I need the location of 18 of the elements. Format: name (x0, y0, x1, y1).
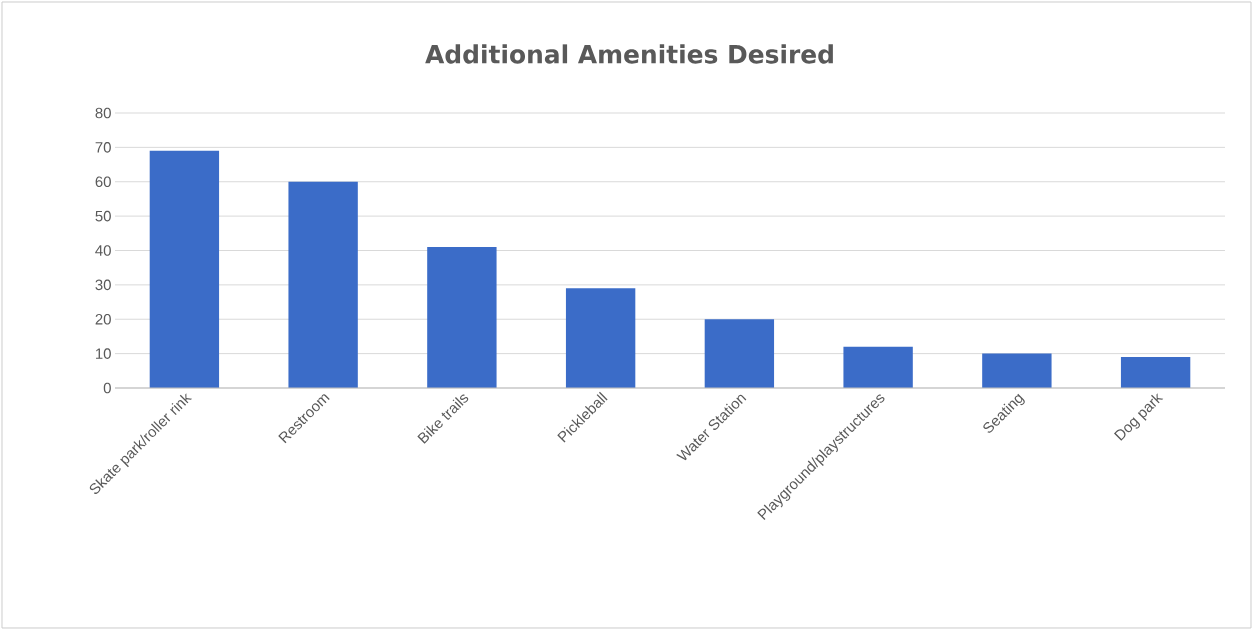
y-tick-label: 40 (95, 245, 111, 256)
y-tick-label: 60 (95, 176, 111, 188)
bar (982, 353, 1052, 388)
y-tick-label: 30 (95, 279, 111, 291)
y-tick-label: 10 (96, 348, 111, 359)
chart-title: Additional Amenities Desired (425, 44, 833, 64)
y-tick-label: 70 (95, 142, 111, 153)
bar (427, 247, 497, 388)
bar (288, 181, 358, 388)
bar (843, 346, 913, 388)
y-tick-label: 80 (95, 107, 111, 119)
bar (565, 288, 636, 388)
y-tick-label: 50 (95, 210, 111, 222)
y-tick-label: 20 (95, 313, 111, 325)
bar (1120, 357, 1191, 388)
bar (704, 319, 775, 388)
bar (149, 150, 220, 388)
y-tick-label: 0 (103, 382, 111, 394)
